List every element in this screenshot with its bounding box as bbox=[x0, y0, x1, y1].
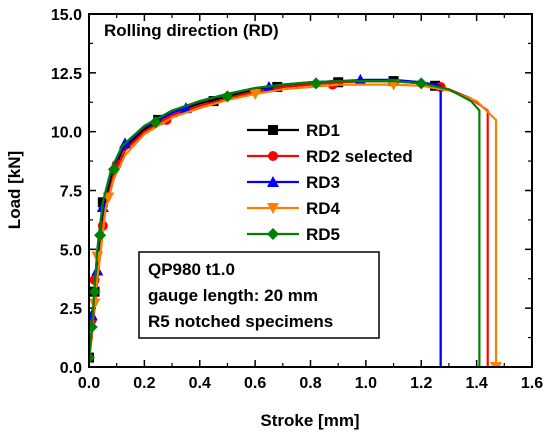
y-tick-label: 5.0 bbox=[60, 242, 82, 259]
data-point bbox=[490, 362, 503, 367]
data-point bbox=[89, 351, 95, 364]
y-tick-label: 7.5 bbox=[60, 184, 82, 201]
data-point bbox=[89, 320, 98, 333]
x-tick-label: 0.0 bbox=[78, 375, 100, 392]
legend-item: RD3 bbox=[247, 173, 340, 192]
x-tick-label: 0.2 bbox=[133, 375, 155, 392]
legend-swatch-marker bbox=[267, 228, 279, 240]
data-point bbox=[149, 116, 162, 129]
annotation-box: QP980 t1.0 gauge length: 20 mm R5 notche… bbox=[138, 251, 380, 339]
annotation-line: QP980 t1.0 bbox=[148, 260, 235, 279]
annotation-line: R5 notched specimens bbox=[148, 312, 333, 331]
data-point bbox=[179, 102, 192, 114]
data-point bbox=[89, 298, 101, 310]
legend-item: RD5 bbox=[247, 225, 340, 244]
data-point bbox=[208, 96, 219, 107]
legend-label: RD2 selected bbox=[306, 147, 413, 166]
annotation-line: gauge length: 20 mm bbox=[148, 286, 318, 305]
x-tick-label: 1.4 bbox=[466, 375, 488, 392]
series-rd5 bbox=[89, 77, 481, 367]
legend: RD1 RD2 selected RD3 RD4 RD5 bbox=[247, 121, 413, 244]
legend-item: RD4 bbox=[247, 199, 341, 218]
legend-item: RD1 bbox=[247, 121, 340, 140]
legend-label: RD3 bbox=[306, 173, 340, 192]
x-tick-label: 1.2 bbox=[410, 375, 432, 392]
data-point bbox=[415, 77, 428, 90]
x-axis-label: Stroke [mm] bbox=[260, 411, 359, 430]
x-tick-label: 0.8 bbox=[299, 375, 321, 392]
legend-swatch-marker bbox=[267, 176, 279, 187]
data-point bbox=[221, 90, 234, 103]
legend-swatch-marker bbox=[267, 203, 279, 214]
y-tick-label: 12.5 bbox=[51, 66, 82, 83]
y-tick-label: 0.0 bbox=[60, 360, 82, 377]
x-tick-label: 0.6 bbox=[244, 375, 266, 392]
legend-item: RD2 selected bbox=[247, 147, 413, 166]
series-line bbox=[89, 79, 481, 367]
data-point bbox=[310, 77, 323, 90]
data-point bbox=[89, 285, 101, 298]
legend-label: RD4 bbox=[306, 199, 341, 218]
x-tick-label: 1.0 bbox=[355, 375, 377, 392]
y-tick-label: 2.5 bbox=[60, 301, 82, 318]
x-tick-label: 1.6 bbox=[521, 375, 543, 392]
y-axis-label: Load [kN] bbox=[5, 151, 24, 229]
y-tick-label: 15.0 bbox=[51, 7, 82, 24]
x-tick-label: 0.4 bbox=[189, 375, 211, 392]
plot-frame bbox=[88, 13, 533, 368]
legend-swatch-marker bbox=[268, 151, 278, 161]
series-layer bbox=[89, 73, 505, 367]
annotation-frame bbox=[138, 251, 380, 339]
data-point bbox=[107, 163, 120, 176]
data-point bbox=[94, 229, 107, 242]
legend-label: RD1 bbox=[306, 121, 340, 140]
axes-layer: 0.0 0.2 0.4 0.6 0.8 1.0 1.2 1.4 1.6 0.0 2.5 5.0 7.5 1… bbox=[51, 7, 543, 392]
chart-title: Rolling direction (RD) bbox=[104, 21, 279, 40]
data-point bbox=[249, 89, 262, 101]
y-tick-label: 10.0 bbox=[51, 125, 82, 142]
legend-swatch-marker bbox=[268, 125, 278, 135]
legend-label: RD5 bbox=[306, 225, 340, 244]
